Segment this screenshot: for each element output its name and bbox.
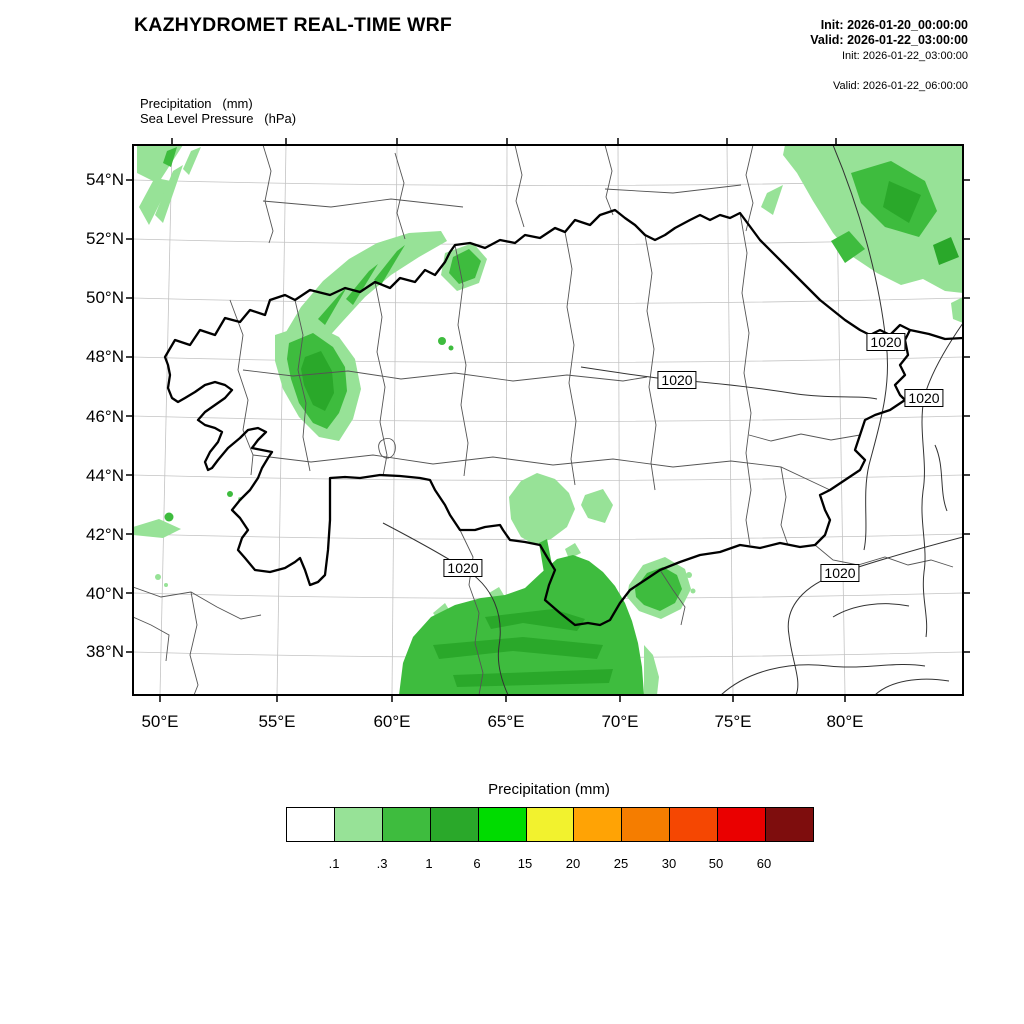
field-label-precipitation: Precipitation (mm) — [140, 96, 253, 111]
pressure-label: 1020 — [443, 559, 483, 577]
lon-axis-label: 60°E — [373, 712, 411, 731]
lat-axis-label: 42°N — [86, 525, 124, 544]
lat-axis-label: 54°N — [86, 170, 124, 189]
init-time-primary: Init: 2026-01-20_00:00:00 — [820, 18, 968, 32]
lat-axis-label: 48°N — [86, 347, 124, 366]
legend-color-swatch — [718, 808, 767, 841]
lat-axis-label: 40°N — [86, 584, 124, 603]
legend-tick-label: 25 — [613, 856, 629, 871]
legend-tick-label: 30 — [661, 856, 677, 871]
valid-time-secondary: Valid: 2026-01-22_06:00:00 — [833, 80, 968, 92]
pressure-label: 1020 — [866, 333, 906, 351]
legend-tick-label: 50 — [708, 856, 724, 871]
legend-tick-label: 15 — [517, 856, 533, 871]
lon-axis-label: 80°E — [826, 712, 864, 731]
legend-color-swatch — [574, 808, 623, 841]
legend-color-swatch — [334, 808, 383, 841]
pressure-label: 1020 — [657, 371, 697, 389]
legend-tick-label: 20 — [565, 856, 581, 871]
lat-axis-label: 52°N — [86, 229, 124, 248]
init-time-secondary: Init: 2026-01-22_03:00:00 — [842, 50, 968, 62]
lat-axis-label: 44°N — [86, 466, 124, 485]
lon-axis-label: 70°E — [601, 712, 639, 731]
legend-color-swatch — [670, 808, 719, 841]
field-label-pressure: Sea Level Pressure (hPa) — [140, 111, 297, 126]
lat-axis-label: 50°N — [86, 288, 124, 307]
legend-color-swatch — [766, 808, 813, 841]
legend-color-swatch — [478, 808, 527, 841]
lat-axis-label: 38°N — [86, 642, 124, 661]
legend-tick-label: .1 — [328, 856, 340, 871]
lat-axis-label: 46°N — [86, 407, 124, 426]
page-title: KAZHYDROMET REAL-TIME WRF — [134, 14, 453, 36]
legend-color-swatch — [430, 808, 479, 841]
legend-tick-label: 60 — [756, 856, 772, 871]
legend-color-swatch — [526, 808, 575, 841]
lon-axis-label: 50°E — [141, 712, 179, 731]
weather-map — [123, 135, 973, 705]
valid-time-primary: Valid: 2026-01-22_03:00:00 — [810, 33, 968, 47]
legend-title: Precipitation (mm) — [488, 781, 610, 798]
legend-colorbar — [286, 807, 814, 842]
legend-color-swatch — [382, 808, 431, 841]
map-graphic — [126, 138, 970, 702]
legend-color-swatch — [287, 808, 335, 841]
lon-axis-label: 75°E — [714, 712, 752, 731]
pressure-label: 1020 — [904, 389, 944, 407]
legend-tick-label: 1 — [425, 856, 433, 871]
legend-color-swatch — [622, 808, 671, 841]
lon-axis-label: 55°E — [258, 712, 296, 731]
legend-tick-label: 6 — [473, 856, 481, 871]
pressure-label: 1020 — [820, 564, 860, 582]
legend-tick-label: .3 — [376, 856, 388, 871]
lon-axis-label: 65°E — [487, 712, 525, 731]
